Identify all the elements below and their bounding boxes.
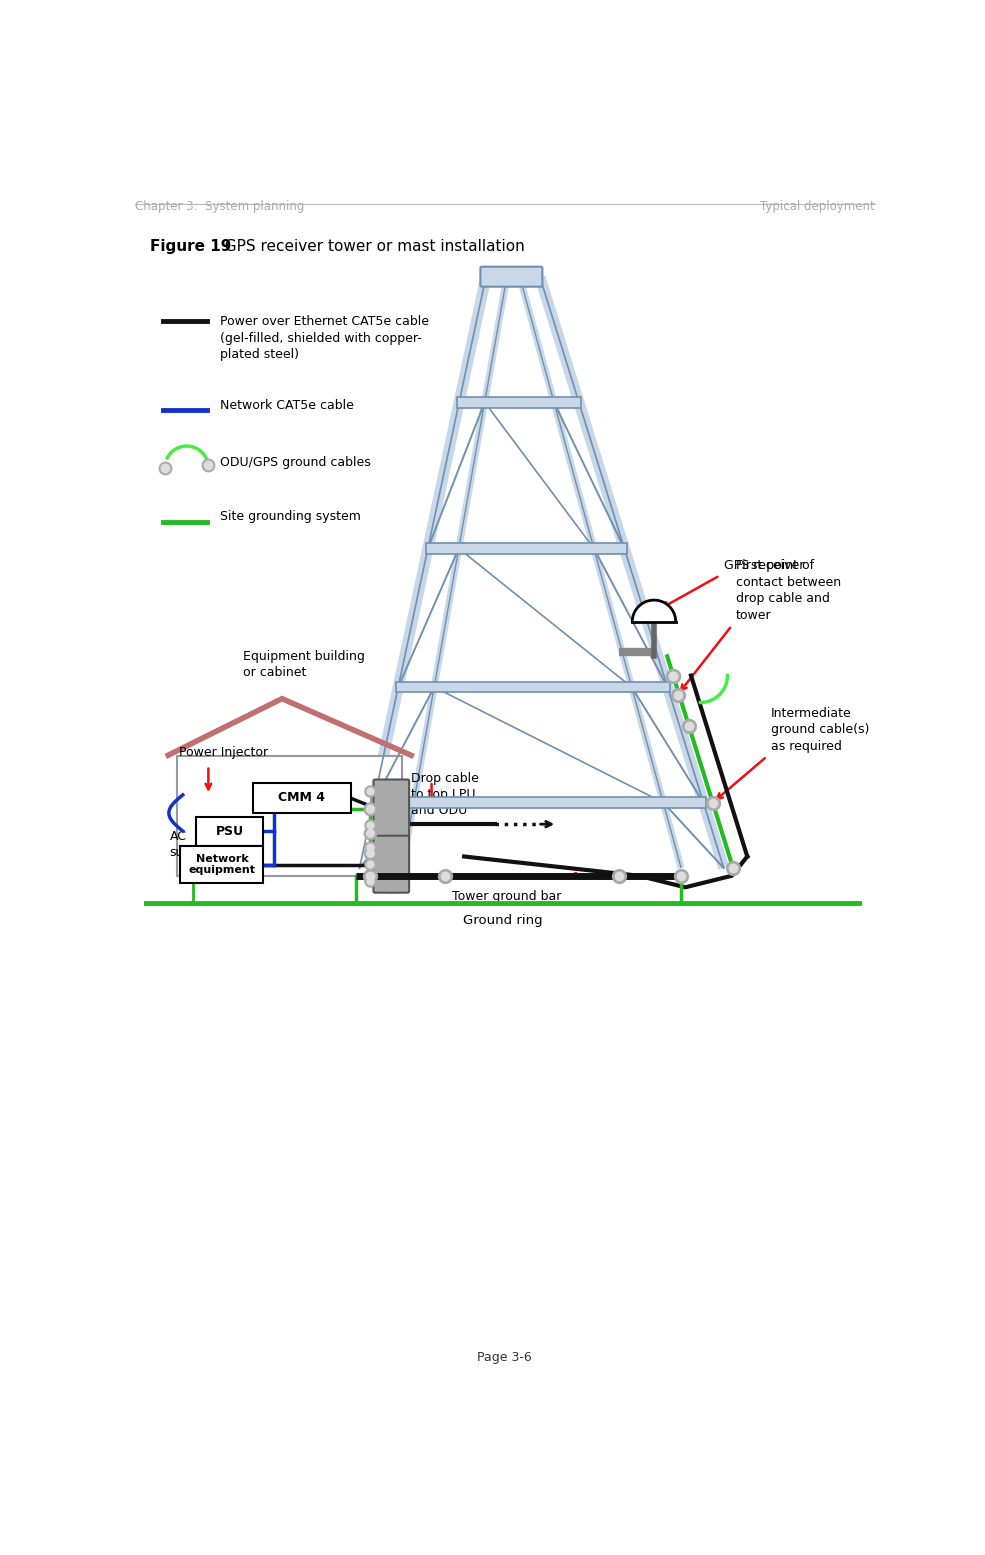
Text: Figure 19: Figure 19 [151, 239, 231, 253]
Polygon shape [371, 798, 705, 809]
Text: Equipment building
or cabinet: Equipment building or cabinet [243, 650, 365, 680]
Text: Intermediate
ground cable(s)
as required: Intermediate ground cable(s) as required [771, 706, 869, 753]
Bar [177, 756, 402, 875]
FancyBboxPatch shape [373, 835, 409, 893]
Polygon shape [396, 681, 670, 692]
Text: Site grounding system: Site grounding system [220, 510, 361, 524]
FancyBboxPatch shape [180, 846, 263, 883]
Polygon shape [632, 600, 676, 622]
Text: GPS receiver: GPS receiver [724, 558, 804, 572]
FancyBboxPatch shape [196, 818, 263, 846]
Text: Page 3-6: Page 3-6 [477, 1350, 532, 1364]
FancyBboxPatch shape [373, 779, 409, 837]
Text: Network
equipment: Network equipment [188, 854, 255, 875]
FancyBboxPatch shape [252, 782, 351, 813]
Text: Tower ground bar: Tower ground bar [452, 889, 561, 902]
Text: Power over Ethernet CAT5e cable
(gel-filled, shielded with copper-
plated steel): Power over Ethernet CAT5e cable (gel-fil… [220, 316, 429, 361]
Text: GPS receiver tower or mast installation: GPS receiver tower or mast installation [215, 239, 524, 253]
Text: Drop cable
to top LPU
and ODU: Drop cable to top LPU and ODU [412, 771, 480, 816]
FancyBboxPatch shape [481, 266, 543, 286]
Text: Typical deployment: Typical deployment [760, 201, 875, 213]
Text: AC
supply: AC supply [169, 830, 211, 860]
Text: ODU/GPS ground cables: ODU/GPS ground cables [220, 456, 370, 468]
Text: PSU: PSU [216, 826, 243, 838]
Polygon shape [426, 543, 626, 554]
Text: CMM 4: CMM 4 [279, 791, 325, 804]
Text: Ground ring: Ground ring [463, 914, 543, 927]
Text: Network CAT5e cable: Network CAT5e cable [220, 398, 354, 412]
Polygon shape [457, 397, 581, 407]
Text: Chapter 3:  System planning: Chapter 3: System planning [135, 201, 304, 213]
Text: Power Injector: Power Injector [179, 746, 268, 759]
Text: First point of
contact between
drop cable and
tower: First point of contact between drop cabl… [736, 560, 841, 622]
